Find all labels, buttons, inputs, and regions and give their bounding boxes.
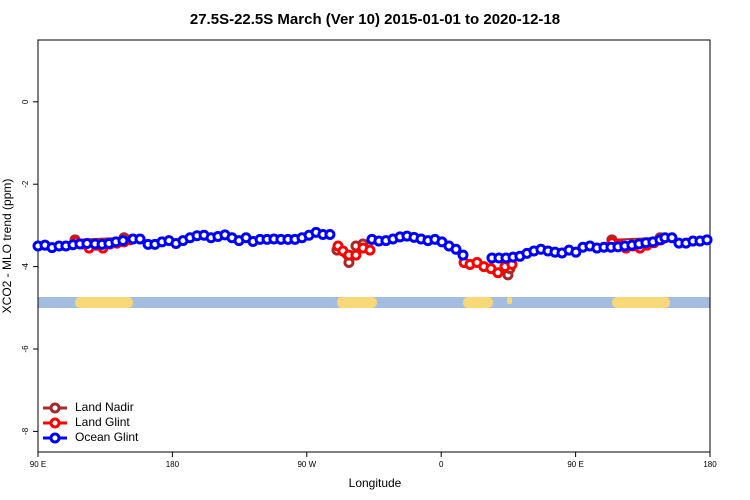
x-tick-label: 90 W [297, 460, 316, 469]
x-axis-label: Longitude [349, 476, 402, 490]
x-tick-label: 0 [439, 460, 444, 469]
data-point [117, 235, 129, 247]
land-patch [337, 297, 377, 308]
land-patch [75, 297, 133, 308]
legend-marker [49, 402, 61, 414]
x-tick-label: 180 [166, 460, 180, 469]
y-tick-label: -4 [21, 262, 30, 270]
legend-label: Land Glint [75, 415, 130, 429]
legend-marker [49, 417, 61, 429]
data-point [324, 228, 336, 240]
legend-marker [49, 432, 61, 444]
y-tick-label: -8 [21, 427, 30, 435]
x-tick-label: 90 E [30, 460, 46, 469]
land-patch [612, 297, 670, 308]
y-tick-label: 0 [21, 99, 30, 104]
data-point [570, 246, 582, 258]
data-point [134, 233, 146, 245]
data-point [364, 244, 376, 256]
land-patch [463, 297, 493, 308]
data-point [701, 234, 713, 246]
legend-label: Land Nadir [75, 400, 134, 414]
y-tick-label: -6 [21, 345, 30, 353]
y-tick-label: -2 [21, 180, 30, 188]
legend-label: Ocean Glint [75, 430, 139, 444]
data-point [350, 249, 362, 261]
x-tick-label: 90 E [567, 460, 583, 469]
x-tick-label: 180 [703, 460, 717, 469]
data-point [666, 232, 678, 244]
chart-title: 27.5S-22.5S March (Ver 10) 2015-01-01 to… [190, 11, 560, 28]
y-axis-label: XCO2 - MLO trend (ppm) [0, 179, 14, 314]
land-ocean-strip [38, 297, 710, 308]
data-point [492, 267, 504, 279]
data-point [457, 249, 469, 261]
land-patch [507, 297, 512, 304]
data-point [450, 243, 462, 255]
